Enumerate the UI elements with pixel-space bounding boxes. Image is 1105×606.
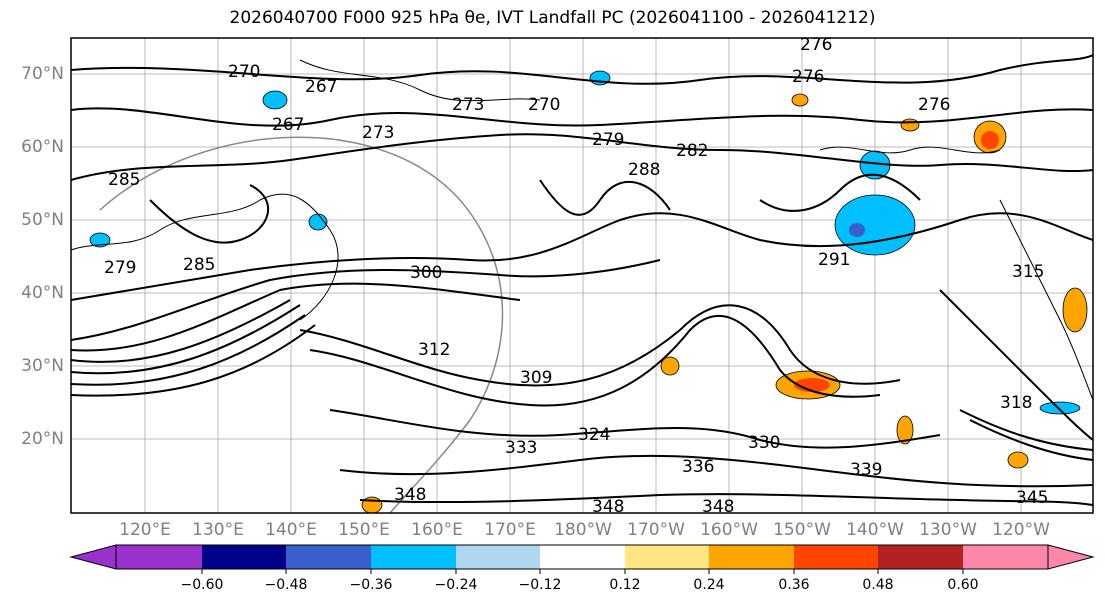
colorbar-swatch [116,545,202,569]
contour-label: 288 [628,160,660,180]
colorbar-swatch [625,545,709,569]
contour-label: 300 [410,263,442,283]
contour-label: 270 [528,95,560,115]
lat-label-50n: 50°N [21,210,64,230]
lon-label: 180°W [554,520,612,540]
contour-label: 348 [394,485,426,505]
colorbar-tick-label: 0.48 [862,577,894,593]
contour-label: 276 [792,67,824,87]
positive-anomaly-patch [1062,287,1088,333]
colorbar-tick-label: −0.36 [349,577,393,593]
lat-label-20n: 20°N [21,429,64,449]
contour-label: 273 [362,123,394,143]
contour-label: 279 [104,258,136,278]
lon-label: 130°W [919,520,977,540]
negative-anomaly-patch [262,90,288,110]
theta-e-contours [70,54,1094,506]
lon-label: 170°W [627,520,685,540]
colorbar-tick-label: 0.24 [693,577,725,593]
contour-label: 333 [505,438,537,458]
contour-labels: 276 276 270 267 273 267 270 273 276 279 … [104,35,1048,517]
contour-label: 312 [418,340,450,360]
colorbar-tick-label: 0.12 [609,577,641,593]
colorbar [69,544,1095,574]
plot-title: 2026040700 F000 925 hPa θe, IVT Landfall… [229,8,876,28]
contour-label: 270 [228,62,260,82]
contour-label: 348 [592,497,624,517]
positive-anomaly-patch [896,415,914,445]
lon-label: 130°E [192,520,244,540]
positive-anomaly-patch [900,118,920,132]
colorbar-swatch [794,545,878,569]
coastlines [70,59,1094,401]
lon-label: 150°E [338,520,390,540]
lat-label-60n: 60°N [21,137,64,157]
lon-label: 120°W [992,520,1050,540]
colorbar-swatch [286,545,371,569]
contour-label: 267 [272,115,304,135]
positive-anomaly-patch [660,356,680,376]
colorbar-swatch [202,545,286,569]
negative-anomaly-patch [834,194,916,256]
colorbar-swatch [878,545,963,569]
colorbar-outline [115,544,1049,570]
shaded-anomalies [89,70,1088,514]
colorbar-extend-min [69,544,117,570]
contour-label: 339 [850,460,882,480]
contour-label: 315 [1012,262,1044,282]
contour-label: 276 [918,95,950,115]
colorbar-swatch [456,545,540,569]
colorbar-tick-label: −0.24 [434,577,478,593]
strong-positive-patch [981,131,999,149]
lat-label-40n: 40°N [21,283,64,303]
contour-label: 267 [305,77,337,97]
strong-negative-patch [849,223,865,237]
contour-label: 345 [1016,488,1048,508]
lon-label: 150°W [773,520,831,540]
lon-label: 170°E [484,520,536,540]
lon-label: 140°E [265,520,317,540]
contour-label: 276 [800,35,832,55]
map-frame [70,37,1094,514]
colorbar-tick-label: −0.48 [264,577,308,593]
contour-label: 291 [818,250,850,270]
contour-label: 348 [702,497,734,517]
colorbar-tick-label: 0.36 [778,577,810,593]
contour-label: 273 [452,95,484,115]
colorbar-tick-label: −0.12 [518,577,562,593]
colorbar-swatch [371,545,456,569]
colorbar-extend-max [1047,544,1095,570]
colorbar-tick-label: −0.60 [180,577,224,593]
negative-anomaly-patch [89,232,111,248]
contour-label: 282 [676,141,708,161]
colorbar-swatch [963,545,1048,569]
lon-label: 120°E [119,520,171,540]
colorbar-swatch [540,545,625,569]
contour-label: 330 [748,433,780,453]
positive-anomaly-patch [1007,451,1029,469]
lat-label-30n: 30°N [21,356,64,376]
colorbar-tick-label: 0.60 [947,577,979,593]
reference-arc [99,136,504,514]
lat-label-70n: 70°N [21,64,64,84]
contour-label: 336 [682,457,714,477]
contour-label: 324 [578,425,610,445]
contour-label: 285 [183,255,215,275]
lon-label: 140°W [846,520,904,540]
positive-anomaly-patch [791,93,809,107]
contour-label: 318 [1000,393,1032,413]
contour-label: 285 [108,170,140,190]
negative-anomaly-patch [1039,401,1081,415]
lon-label: 160°W [700,520,758,540]
contour-label: 279 [592,130,624,150]
contour-label: 309 [520,368,552,388]
colorbar-swatch [709,545,794,569]
lon-label: 160°E [411,520,463,540]
